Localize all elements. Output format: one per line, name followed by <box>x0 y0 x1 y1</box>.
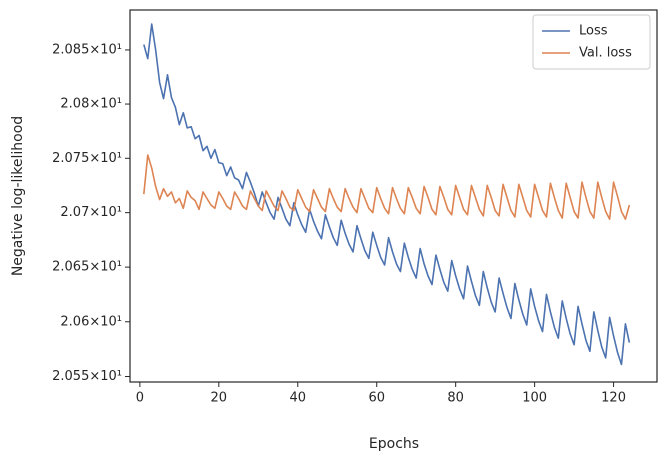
y-tick-label: 2.07×10¹ <box>60 205 122 220</box>
series-line <box>143 23 631 366</box>
y-axis-label: Negative log-likelihood <box>10 116 26 276</box>
x-tick-label: 60 <box>368 391 385 406</box>
x-tick-label: 20 <box>211 391 228 406</box>
y-tick-label: 2.08×10¹ <box>60 97 122 112</box>
legend-box <box>532 14 651 70</box>
y-tick-label: 2.055×10¹ <box>52 369 122 384</box>
x-tick-label: 40 <box>289 391 306 406</box>
plot-frame <box>129 9 658 383</box>
x-tick-label: 80 <box>447 391 464 406</box>
series-line <box>143 154 631 220</box>
x-axis-label: Epochs <box>369 436 419 452</box>
legend-label: Val. loss <box>579 46 632 61</box>
x-tick-label: 120 <box>601 391 626 406</box>
x-tick-label: 100 <box>522 391 547 406</box>
y-tick-label: 2.06×10¹ <box>60 314 122 329</box>
y-tick-label: 2.075×10¹ <box>52 151 122 166</box>
x-tick-label: 0 <box>136 391 144 406</box>
y-tick-label: 2.065×10¹ <box>52 260 122 275</box>
y-tick-label: 2.085×10¹ <box>52 42 122 57</box>
legend-label: Loss <box>579 24 608 39</box>
